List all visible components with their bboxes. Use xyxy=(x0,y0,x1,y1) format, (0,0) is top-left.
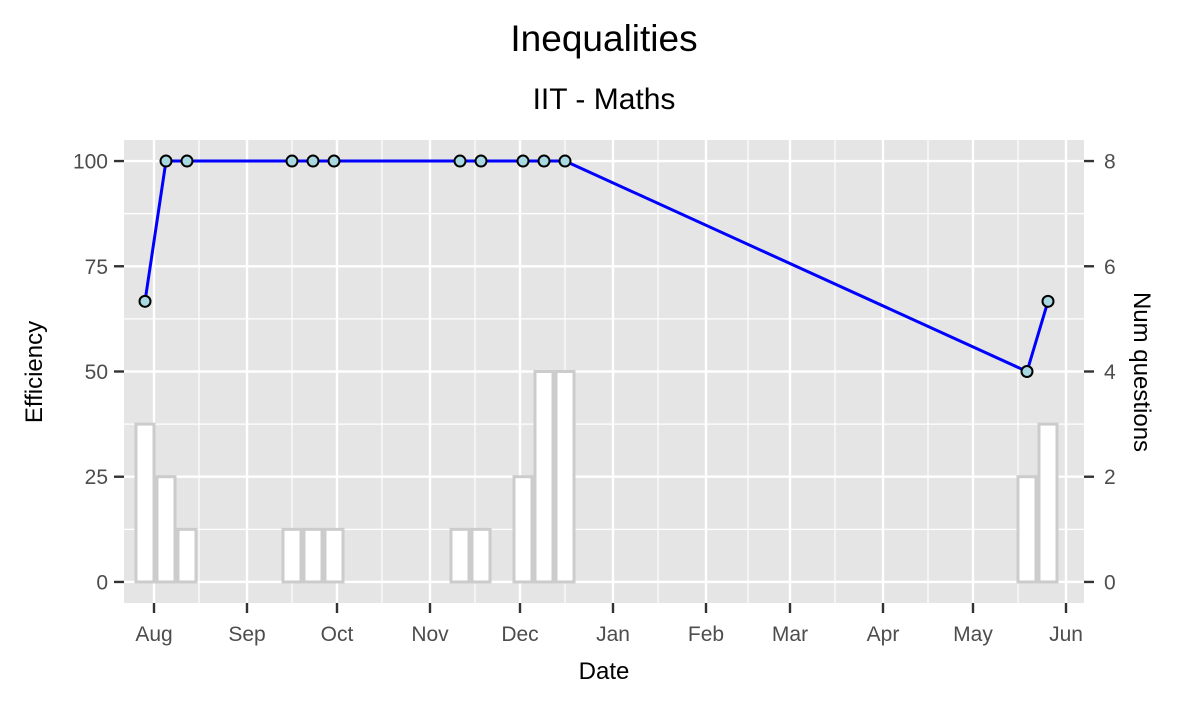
y2-tick-label: 4 xyxy=(1104,361,1116,384)
x-tick-label: Nov xyxy=(411,623,449,646)
bar xyxy=(302,527,324,584)
x-tick-label: Dec xyxy=(501,623,538,646)
x-tick-label: Sep xyxy=(228,623,265,646)
point-markers xyxy=(138,154,1055,378)
x-tick-label: Mar xyxy=(772,623,808,646)
x-tick-label: Jun xyxy=(1049,623,1083,646)
axes: 0 25 50 75 100 0 2 4 6 8 Aug Sep Oct Nov Dec Jan Feb Mar A… xyxy=(73,151,1116,646)
data-point xyxy=(558,154,572,168)
bar xyxy=(281,527,303,584)
bar xyxy=(176,527,198,584)
bar xyxy=(155,475,177,584)
data-point xyxy=(285,154,299,168)
y2-axis-title: Num questions xyxy=(1128,292,1155,452)
y2-tick-label: 0 xyxy=(1104,571,1116,594)
data-point xyxy=(159,154,173,168)
x-tick-label: Oct xyxy=(321,623,354,646)
data-point xyxy=(1020,365,1034,378)
data-point xyxy=(453,154,467,168)
y-axis-title: Efficiency xyxy=(21,321,48,423)
x-tick-label: Feb xyxy=(688,623,724,646)
chart-title: Inequalities xyxy=(510,18,697,59)
x-tick-label: Aug xyxy=(135,623,172,646)
data-point xyxy=(474,154,488,168)
grid-lines xyxy=(124,140,1084,603)
y2-tick-label: 8 xyxy=(1104,151,1116,174)
y2-tick-label: 6 xyxy=(1104,256,1116,279)
x-axis-title: Date xyxy=(579,658,630,685)
bar xyxy=(134,422,156,584)
bar xyxy=(470,527,492,584)
y-tick-label: 75 xyxy=(85,256,108,279)
bar xyxy=(323,527,345,584)
y-tick-label: 50 xyxy=(85,361,108,384)
chart-subtitle: IIT - Maths xyxy=(533,83,676,116)
data-point xyxy=(138,294,152,308)
data-point xyxy=(537,154,551,168)
bar xyxy=(1037,422,1059,584)
bar xyxy=(1016,475,1038,584)
y-tick-label: 100 xyxy=(73,151,108,174)
bar-series xyxy=(134,370,1059,584)
y-tick-label: 25 xyxy=(85,466,108,489)
y-tick-label: 0 xyxy=(96,571,108,594)
data-point xyxy=(180,154,194,168)
bar xyxy=(512,475,534,584)
bar xyxy=(554,370,576,584)
x-tick-label: Apr xyxy=(867,623,900,646)
x-tick-label: May xyxy=(953,623,993,646)
bar xyxy=(449,527,471,584)
bar xyxy=(533,370,555,584)
data-point xyxy=(516,154,530,168)
x-tick-label: Jan xyxy=(596,623,630,646)
data-point xyxy=(327,154,341,168)
y2-tick-label: 2 xyxy=(1104,466,1116,489)
data-point xyxy=(306,154,320,168)
data-point xyxy=(1041,294,1055,308)
